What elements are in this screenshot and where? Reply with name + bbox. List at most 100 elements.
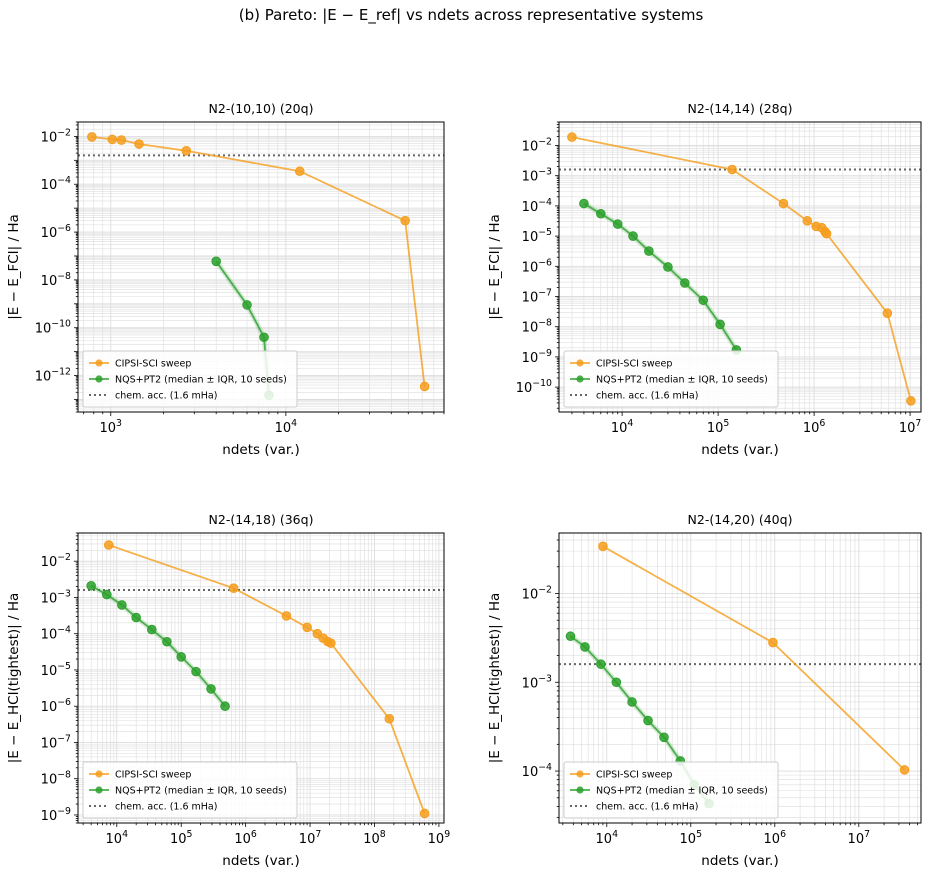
cipsi-point [281,611,292,621]
nqs-point [596,208,606,219]
x-tick-label: 104 [106,829,129,847]
cipsi-point [103,540,114,550]
subplot-4: 104 105 106 107 10−4 10−3 10−2 N2-(14,20) (40q)… [487,512,922,869]
axes-frame [77,121,445,413]
nqs-iqr-band [89,583,228,708]
y-tick-label: 10−5 [41,661,71,679]
y-tick-label: 10−9 [41,806,71,824]
axes-frame [558,532,922,824]
cipsi-line [91,136,426,387]
x-tick-label: 109 [428,829,451,847]
nqs-point [611,677,622,688]
cipsi-point [727,164,737,175]
legend-cipsi-marker [576,770,584,778]
y-tick-label: 10−2 [522,584,552,602]
cipsi-point [302,622,312,633]
legend-cipsi-label: CIPSI-SCI sweep [115,770,191,781]
y-tick-label: 10−10 [35,319,71,337]
y-tick-label: 10−8 [41,271,71,289]
cipsi-point [419,381,430,392]
nqs-point [596,659,606,669]
cipsi-point [134,139,144,149]
nqs-point [242,300,252,310]
cipsi-point [116,135,127,145]
x-tick-label: 106 [803,418,826,436]
nqs-point [102,589,112,600]
cipsi-point [899,765,910,775]
y-tick-label: 10−4 [522,197,552,215]
legend-cipsi-marker [95,359,103,367]
nqs-point [117,600,127,610]
nqs-point [580,642,590,652]
legend-cipsi-marker [95,770,103,778]
y-tick-label: 10−6 [522,257,552,275]
plot-area [86,540,430,819]
cipsi-point [400,215,410,226]
legend-box [82,761,298,819]
cipsi-point [87,132,97,142]
legend-chem-label: chem. acc. (1.6 mHa) [596,802,698,813]
legend-box [563,350,779,408]
cipsi-point [768,637,778,648]
y-axis-label: |E − E_HCI(tightest)| / Ha [487,593,503,764]
nqs-point [259,332,269,343]
y-axis-label: |E − E_FCI| / Ha [487,214,503,320]
legend: CIPSI-SCI sweep NQS+PT2 (median ± IQR, 10… [563,350,779,408]
y-tick-label: 10−4 [41,625,71,643]
legend-box [563,761,779,819]
subplot-3: 104 105 106 107 108 109 10−9 10−8 10−7 10−6 10−5 10… [6,512,450,869]
grid [78,533,444,823]
nqs-point [644,246,654,256]
x-axis-label: ndets (var.) [222,853,299,869]
y-tick-label: 10−3 [522,673,552,691]
cipsi-point [802,216,813,226]
cipsi-point [181,145,192,156]
x-tick-label: 106 [234,829,257,847]
subplot-title: N2-(10,10) (20q) [209,101,314,116]
cipsi-point [567,132,577,142]
figure-suptitle: (b) Pareto: |E − E_ref| vs ndets across … [239,6,704,25]
legend: CIPSI-SCI sweep NQS+PT2 (median ± IQR, 10… [82,761,298,819]
x-tick-label: 103 [100,418,123,436]
cipsi-point [384,713,395,724]
x-axis-label: ndets (var.) [701,442,778,458]
x-tick-label: 107 [299,829,322,847]
x-tick-label: 104 [611,418,634,436]
nqs-point [162,636,172,647]
nqs-point [131,612,141,623]
y-tick-label: 10−10 [516,378,552,396]
y-tick-label: 10−3 [522,167,552,185]
x-tick-label: 107 [848,829,871,847]
y-tick-label: 10−5 [522,227,552,245]
y-tick-label: 10−9 [522,348,552,366]
legend-cipsi-marker [576,359,584,367]
x-tick-label: 105 [707,418,730,436]
y-tick-label: 10−7 [522,288,552,306]
legend-cipsi-label: CIPSI-SCI sweep [596,770,672,781]
x-tick-label: 106 [764,829,787,847]
cipsi-point [598,541,608,552]
x-tick-label: 107 [899,418,922,436]
y-tick-label: 10−7 [41,733,71,751]
y-axis-label: |E − E_FCI| / Ha [6,214,22,320]
legend-cipsi-label: CIPSI-SCI sweep [596,359,672,370]
legend: CIPSI-SCI sweep NQS+PT2 (median ± IQR, 10… [82,350,298,408]
subplot-title: N2-(14,18) (36q) [209,512,314,527]
nqs-point [147,624,157,635]
legend-nqs-marker [576,786,584,794]
nqs-point [211,256,221,267]
y-tick-label: 10−4 [41,175,71,193]
x-tick-label: 108 [363,829,386,847]
x-tick-label: 105 [170,829,193,847]
nqs-point [612,219,623,229]
cipsi-point [419,808,430,819]
nqs-point [579,198,589,209]
nqs-point [663,262,673,272]
x-tick-label: 105 [680,829,703,847]
legend-nqs-label: NQS+PT2 (median ± IQR, 10 seeds) [115,375,287,386]
subplot-title: N2-(14,20) (40q) [688,512,793,527]
y-tick-label: 10−2 [41,552,71,570]
y-tick-label: 10−2 [41,127,71,145]
legend-nqs-marker [95,786,103,794]
